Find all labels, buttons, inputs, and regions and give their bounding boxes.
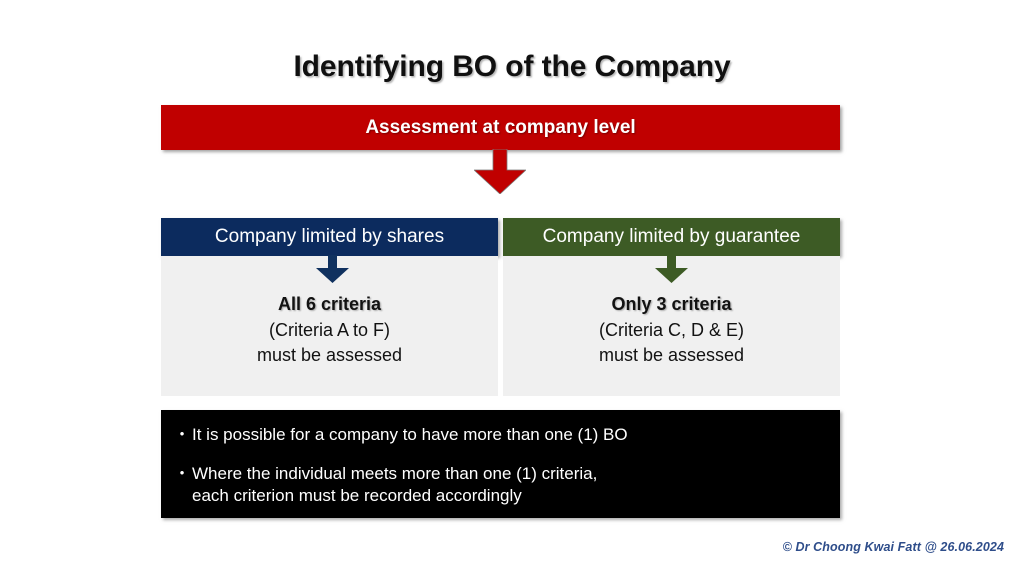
column-shares-line-3: must be assessed bbox=[256, 345, 403, 366]
column-guarantee-line-2: (Criteria C, D & E) bbox=[598, 319, 744, 340]
page-title: Identifying BO of the Company bbox=[293, 50, 731, 83]
arrow-down-icon bbox=[474, 149, 526, 194]
list-item: • Where the individual meets more than o… bbox=[172, 463, 822, 507]
list-item: • It is possible for a company to have m… bbox=[172, 424, 822, 446]
column-limited-by-guarantee: Company limited by guarantee Only 3 crit… bbox=[503, 218, 840, 396]
column-header-guarantee-label: Company limited by guarantee bbox=[542, 226, 801, 247]
arrow-down-icon bbox=[316, 255, 349, 283]
column-header-shares-label: Company limited by shares bbox=[214, 226, 445, 247]
column-header-shares: Company limited by shares bbox=[161, 218, 498, 256]
note-text-2: Where the individual meets more than one… bbox=[192, 463, 598, 505]
assessment-banner: Assessment at company level bbox=[161, 105, 840, 150]
column-shares-line-2: (Criteria A to F) bbox=[268, 319, 391, 340]
bullet-icon: • bbox=[179, 426, 185, 441]
arrow-down-icon bbox=[655, 255, 688, 283]
column-guarantee-line-3: must be assessed bbox=[598, 345, 745, 366]
notes-box: • It is possible for a company to have m… bbox=[161, 410, 840, 518]
column-header-guarantee: Company limited by guarantee bbox=[503, 218, 840, 256]
column-guarantee-line-1: Only 3 criteria bbox=[611, 294, 732, 314]
footer-copyright: © Dr Choong Kwai Fatt @ 26.06.2024 bbox=[782, 540, 1004, 554]
column-shares-line-1: All 6 criteria bbox=[277, 294, 382, 314]
bullet-icon: • bbox=[179, 464, 185, 480]
note-text-1: It is possible for a company to have mor… bbox=[192, 425, 628, 444]
assessment-banner-label: Assessment at company level bbox=[365, 116, 636, 138]
column-limited-by-shares: Company limited by shares All 6 criteria… bbox=[161, 218, 498, 396]
